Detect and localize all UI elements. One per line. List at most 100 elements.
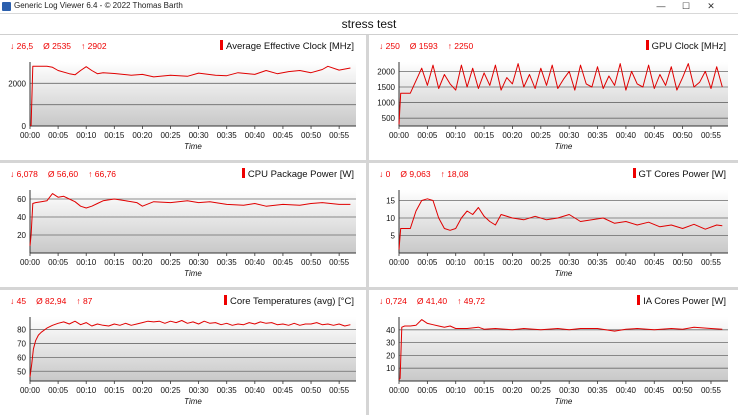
x-tick-label: 00:15 bbox=[104, 131, 125, 140]
chart-title-group: Core Temperatures (avg) [°C] bbox=[223, 295, 354, 307]
legend-swatch bbox=[645, 40, 649, 50]
x-tick-label: 00:35 bbox=[217, 131, 238, 140]
x-tick-label: 00:45 bbox=[644, 386, 665, 395]
x-tick-label: 00:05 bbox=[417, 131, 438, 140]
legend-swatch bbox=[637, 295, 641, 305]
x-tick-label: 00:20 bbox=[502, 386, 523, 395]
series-line bbox=[29, 193, 351, 246]
plot-area bbox=[399, 190, 728, 253]
x-tick-label: 00:05 bbox=[417, 258, 438, 267]
x-tick-label: 00:30 bbox=[189, 386, 210, 395]
y-tick-label: 5 bbox=[391, 232, 396, 241]
close-button[interactable]: ✕ bbox=[707, 1, 715, 11]
chart-stats: ↓ 250 Ø 1593 ↑ 2250 bbox=[379, 41, 483, 51]
x-tick-label: 00:35 bbox=[588, 386, 609, 395]
report-header: stress test bbox=[0, 14, 738, 35]
chart-svg: 20 40 60 00:00 00:05 00:10 00:15 00:20 00:25 00:3… bbox=[17, 190, 356, 278]
chart-panel: ↓ 6,078 Ø 56,60 ↑ 66,76 CPU Package Power [… bbox=[0, 163, 366, 287]
y-tick-label: 60 bbox=[17, 195, 26, 204]
chart-title: IA Cores Power [W] bbox=[643, 296, 726, 307]
x-tick-label: 00:25 bbox=[161, 386, 182, 395]
x-tick-label: 00:55 bbox=[329, 258, 350, 267]
x-tick-label: 00:55 bbox=[701, 131, 722, 140]
stat-max: ↑ 2902 bbox=[81, 41, 107, 51]
y-tick-label: 20 bbox=[17, 231, 26, 240]
y-tick-label: 500 bbox=[382, 114, 396, 123]
legend-swatch bbox=[241, 168, 245, 178]
chart-stats: ↓ 26,5 Ø 2535 ↑ 2902 bbox=[10, 41, 117, 51]
x-axis-label: Time bbox=[555, 269, 573, 278]
x-tick-label: 00:15 bbox=[474, 386, 495, 395]
y-tick-label: 50 bbox=[17, 367, 26, 376]
chart-panel: ↓ 26,5 Ø 2535 ↑ 2902 Average Effective Cloc… bbox=[0, 35, 366, 160]
plot-area bbox=[30, 317, 356, 381]
y-tick-label: 1000 bbox=[377, 99, 395, 108]
chart-svg: 5 10 15 00:00 00:05 00:10 00:15 00:20 00:25 00:30… bbox=[386, 190, 728, 278]
y-tick-label: 10 bbox=[386, 214, 395, 223]
x-tick-label: 00:15 bbox=[474, 131, 495, 140]
stat-avg: Ø 82,94 bbox=[36, 296, 67, 306]
x-tick-label: 00:10 bbox=[446, 258, 467, 267]
x-tick-label: 00:10 bbox=[76, 258, 97, 267]
plot-area bbox=[30, 62, 356, 126]
x-tick-label: 00:20 bbox=[502, 258, 523, 267]
x-axis-label: Time bbox=[184, 142, 202, 151]
x-tick-label: 00:30 bbox=[559, 258, 580, 267]
stat-max: ↑ 49,72 bbox=[457, 296, 486, 306]
chart-title-group: IA Cores Power [W] bbox=[637, 295, 726, 307]
x-tick-label: 00:25 bbox=[531, 386, 552, 395]
x-tick-label: 00:55 bbox=[701, 258, 722, 267]
y-tick-label: 2000 bbox=[377, 67, 395, 76]
series-line bbox=[398, 63, 723, 125]
x-tick-label: 00:50 bbox=[673, 386, 694, 395]
stat-avg: Ø 1593 bbox=[409, 41, 438, 51]
x-tick-label: 00:05 bbox=[48, 386, 69, 395]
chart-title-group: GT Cores Power [W] bbox=[632, 168, 726, 180]
x-tick-label: 00:00 bbox=[389, 258, 410, 267]
x-tick-label: 00:50 bbox=[673, 131, 694, 140]
x-tick-label: 00:45 bbox=[644, 131, 665, 140]
x-tick-label: 00:00 bbox=[20, 131, 41, 140]
vertical-divider bbox=[366, 35, 369, 415]
x-tick-label: 00:35 bbox=[217, 386, 238, 395]
x-tick-label: 00:00 bbox=[389, 131, 410, 140]
x-tick-label: 00:05 bbox=[417, 386, 438, 395]
x-tick-label: 00:55 bbox=[329, 131, 350, 140]
y-tick-label: 40 bbox=[17, 213, 26, 222]
plot-area bbox=[30, 190, 356, 253]
app-icon bbox=[2, 2, 11, 11]
x-tick-label: 00:50 bbox=[673, 258, 694, 267]
y-tick-label: 0 bbox=[22, 122, 27, 131]
chart-svg: 500 1000 1500 2000 00:00 00:05 00:10 00:15 00:20… bbox=[377, 62, 728, 151]
x-tick-label: 00:55 bbox=[701, 386, 722, 395]
x-tick-label: 00:50 bbox=[301, 131, 322, 140]
x-tick-label: 00:30 bbox=[559, 386, 580, 395]
maximize-button[interactable]: ☐ bbox=[681, 1, 691, 11]
stat-min: ↓ 26,5 bbox=[10, 41, 34, 51]
chart-panel: ↓ 0,724 Ø 41,40 ↑ 49,72 IA Cores Power [W] 1… bbox=[369, 290, 738, 415]
stat-avg: Ø 2535 bbox=[43, 41, 72, 51]
stat-min: ↓ 6,078 bbox=[10, 169, 38, 179]
x-tick-label: 00:15 bbox=[104, 386, 125, 395]
report-title: stress test bbox=[341, 17, 397, 31]
x-tick-label: 00:50 bbox=[301, 258, 322, 267]
x-tick-label: 00:00 bbox=[20, 258, 41, 267]
series-line bbox=[29, 320, 351, 377]
x-tick-label: 00:10 bbox=[76, 386, 97, 395]
x-tick-label: 00:40 bbox=[245, 131, 266, 140]
stat-min: ↓ 0 bbox=[379, 169, 391, 179]
window-titlebar: Generic Log Viewer 6.4 - © 2022 Thomas B… bbox=[0, 0, 738, 14]
x-tick-label: 00:40 bbox=[245, 386, 266, 395]
chart-title: Core Temperatures (avg) [°C] bbox=[229, 296, 354, 307]
x-tick-label: 00:30 bbox=[189, 258, 210, 267]
y-tick-label: 15 bbox=[386, 197, 395, 206]
x-tick-label: 00:40 bbox=[245, 258, 266, 267]
series-line bbox=[30, 65, 351, 126]
x-tick-label: 00:10 bbox=[76, 131, 97, 140]
minimize-button[interactable]: — bbox=[656, 1, 666, 11]
series-line bbox=[398, 319, 723, 381]
x-axis-label: Time bbox=[184, 397, 202, 406]
chart-title-group: Average Effective Clock [MHz] bbox=[220, 40, 354, 52]
x-tick-label: 00:25 bbox=[531, 131, 552, 140]
chart-panel: ↓ 45 Ø 82,94 ↑ 87 Core Temperatures (avg) [… bbox=[0, 290, 366, 415]
